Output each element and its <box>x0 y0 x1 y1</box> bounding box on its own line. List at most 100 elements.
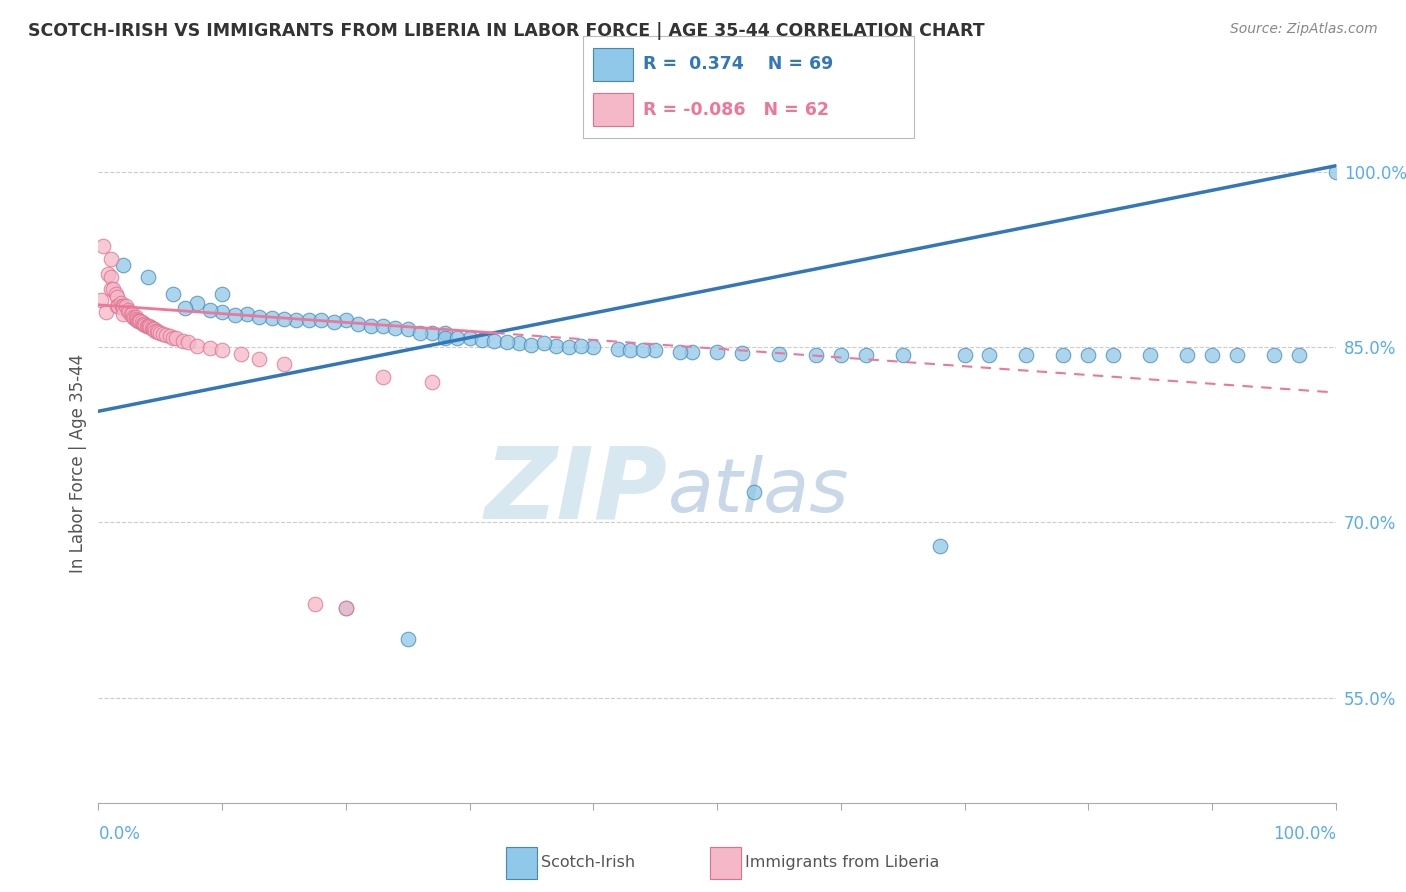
Point <box>1226 348 1249 362</box>
Point <box>979 348 1001 362</box>
Point <box>112 301 135 316</box>
Text: atlas: atlas <box>668 455 849 527</box>
Point <box>124 312 146 326</box>
Text: 100.0%: 100.0% <box>1272 825 1336 843</box>
Text: Scotch-Irish: Scotch-Irish <box>541 855 636 870</box>
Point <box>855 348 877 362</box>
Point <box>706 344 728 359</box>
Point <box>631 343 654 358</box>
Point <box>155 328 177 343</box>
Point <box>134 317 156 331</box>
Point <box>134 318 156 332</box>
Point <box>229 347 252 361</box>
Point <box>211 343 233 358</box>
Point <box>152 327 174 342</box>
Point <box>533 336 555 351</box>
Point <box>198 341 221 355</box>
Point <box>162 330 184 344</box>
Bar <box>506 847 537 879</box>
Point <box>111 299 134 313</box>
Point <box>121 307 143 321</box>
Point <box>446 330 468 344</box>
Point <box>124 310 146 325</box>
Point <box>1139 348 1161 362</box>
Text: 0.0%: 0.0% <box>98 825 141 843</box>
Point <box>247 310 270 324</box>
Point <box>236 307 259 321</box>
Point <box>211 287 233 301</box>
Point <box>132 317 155 331</box>
Point <box>100 252 122 267</box>
Point <box>422 326 444 340</box>
Point <box>186 339 208 353</box>
Point <box>131 315 153 329</box>
Point <box>953 348 976 362</box>
Point <box>104 287 127 301</box>
Point <box>681 344 703 359</box>
Point <box>304 597 326 611</box>
Point <box>186 295 208 310</box>
Point <box>162 287 184 301</box>
Point <box>1052 348 1074 362</box>
Bar <box>593 48 633 81</box>
Point <box>159 329 181 343</box>
Point <box>125 313 148 327</box>
Text: Source: ZipAtlas.com: Source: ZipAtlas.com <box>1230 22 1378 37</box>
Text: Immigrants from Liberia: Immigrants from Liberia <box>745 855 939 870</box>
Point <box>1077 348 1099 362</box>
Point <box>495 335 517 350</box>
Point <box>172 334 194 348</box>
Point <box>371 318 394 333</box>
Point <box>335 600 357 615</box>
Point <box>260 310 283 325</box>
Point <box>141 321 163 335</box>
Point <box>122 310 145 324</box>
Text: ZIP: ZIP <box>485 442 668 540</box>
Point <box>143 322 166 336</box>
Point <box>360 318 382 333</box>
Point <box>97 268 120 282</box>
Point <box>409 326 432 340</box>
Point <box>142 322 165 336</box>
Point <box>149 326 172 340</box>
Point <box>112 258 135 272</box>
Point <box>124 310 146 324</box>
Point <box>1015 348 1038 362</box>
Point <box>285 313 308 327</box>
Point <box>112 299 135 313</box>
Point <box>508 336 530 351</box>
Point <box>644 343 666 358</box>
Point <box>768 347 790 361</box>
Point <box>830 348 852 362</box>
Point <box>143 324 166 338</box>
Point <box>135 318 157 333</box>
Point <box>211 305 233 319</box>
Point <box>138 318 160 333</box>
Point <box>198 302 221 317</box>
Point <box>669 344 692 359</box>
Point <box>247 351 270 366</box>
Point <box>146 325 169 339</box>
Point <box>100 269 122 284</box>
Point <box>136 318 159 333</box>
Point <box>546 339 568 353</box>
Point <box>335 600 357 615</box>
Point <box>165 330 187 344</box>
Point <box>273 358 295 372</box>
Point <box>100 281 122 295</box>
Point <box>127 314 149 328</box>
Point <box>371 370 394 384</box>
Point <box>384 321 406 335</box>
Y-axis label: In Labor Force | Age 35-44: In Labor Force | Age 35-44 <box>69 354 87 574</box>
Point <box>1175 348 1198 362</box>
Point <box>1102 348 1125 362</box>
Point <box>120 307 142 321</box>
Point <box>90 293 112 308</box>
Point <box>891 348 914 362</box>
Text: R = -0.086   N = 62: R = -0.086 N = 62 <box>643 101 830 119</box>
Point <box>607 343 630 357</box>
Point <box>347 317 370 331</box>
Point <box>582 340 605 354</box>
Point <box>118 305 141 319</box>
Point <box>335 313 357 327</box>
